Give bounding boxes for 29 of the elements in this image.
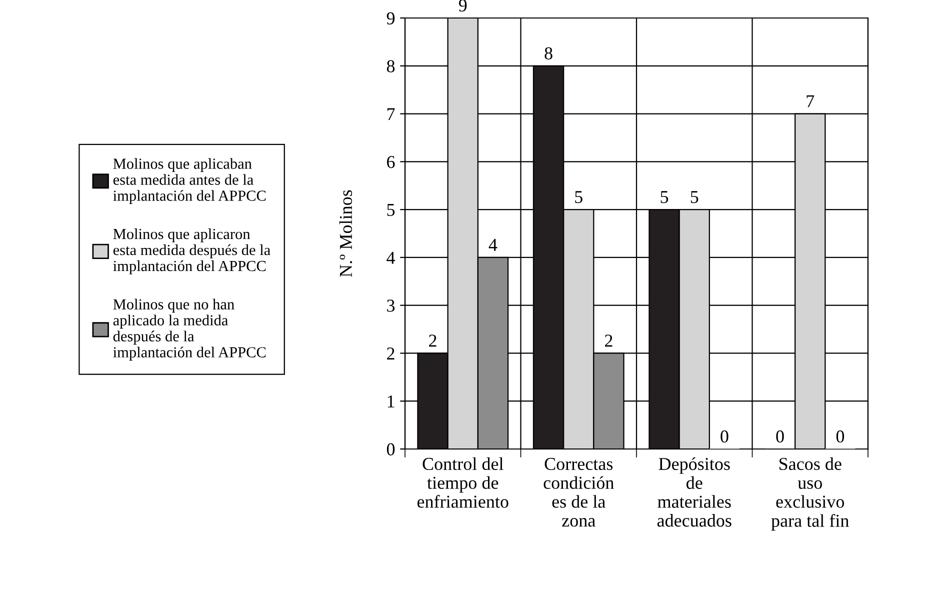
y-axis-title: N.º Molinos bbox=[339, 190, 352, 277]
data-label: 2 bbox=[605, 334, 612, 347]
data-label: 8 bbox=[544, 47, 552, 60]
y-tick-label: 5 bbox=[387, 204, 395, 216]
data-label: 0 bbox=[776, 430, 784, 443]
data-label: 5 bbox=[690, 191, 698, 204]
x-tick-label: Depósitos de materiales adecuados bbox=[657, 457, 732, 527]
y-tick-label: 0 bbox=[386, 443, 395, 456]
legend-label: Molinos que no han aplicado la medida después de la implantación del APPCC bbox=[113, 298, 266, 361]
y-tick-label: 9 bbox=[386, 12, 395, 24]
y-tick-label: 1 bbox=[388, 395, 394, 408]
data-label: 2 bbox=[429, 334, 436, 347]
x-tick-label: Control del tiempo de enfriamiento bbox=[417, 457, 508, 508]
legend-label: Molinos que aplicaban esta medida antes de la implantación del APPCC bbox=[113, 158, 266, 204]
y-tick-label: 8 bbox=[386, 60, 395, 72]
legend-label: Molinos que aplicaron esta medida después de la implantación del APPCC bbox=[113, 228, 270, 274]
y-tick-label: 4 bbox=[386, 252, 395, 264]
data-label: 5 bbox=[660, 191, 668, 204]
data-label: 0 bbox=[720, 430, 728, 443]
x-tick-label: Correctas condición es de la zona bbox=[544, 458, 614, 527]
data-label: 7 bbox=[806, 95, 814, 108]
y-tick-label: 6 bbox=[387, 156, 395, 168]
data-label: 5 bbox=[575, 191, 582, 204]
x-tick-label: Sacos de uso exclusivo para tal fin bbox=[771, 457, 849, 531]
y-tick-label: 7 bbox=[387, 108, 395, 120]
y-tick-label: 3 bbox=[387, 300, 395, 312]
y-tick-label: 2 bbox=[387, 348, 394, 360]
data-label: 4 bbox=[488, 238, 498, 251]
data-label: 0 bbox=[836, 430, 844, 443]
